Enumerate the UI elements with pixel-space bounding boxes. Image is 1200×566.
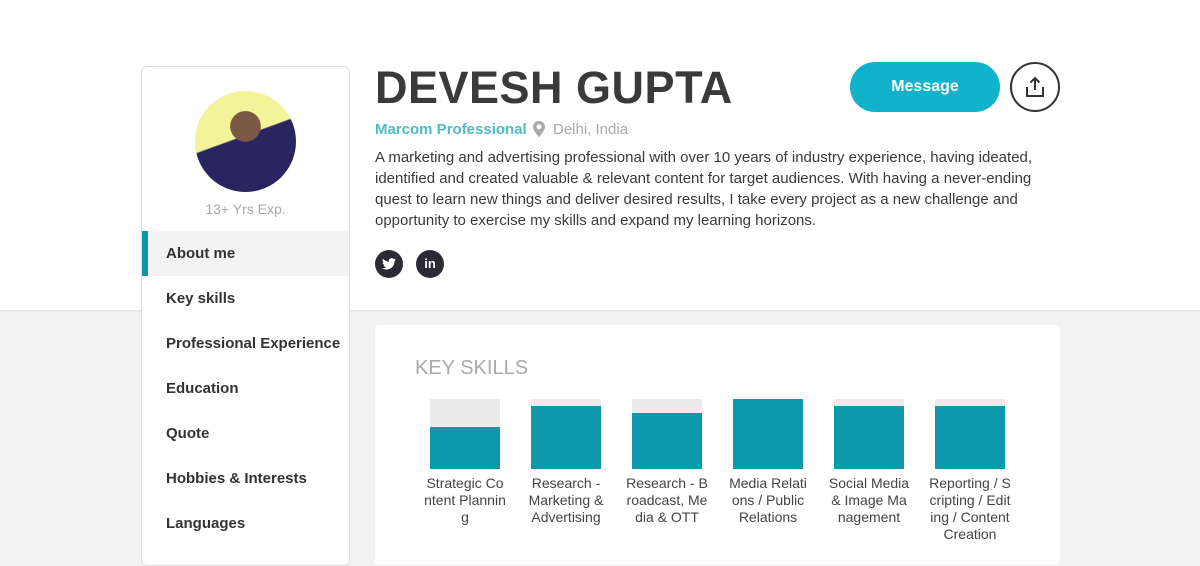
sidebar-item[interactable]: Education — [166, 380, 239, 397]
skill-bar-track — [834, 399, 904, 469]
skill-bar-track — [430, 399, 500, 469]
skill-bar-fill — [935, 406, 1005, 469]
skill-bar-track — [531, 399, 601, 469]
skill-label: Media Relations / Public Relations — [729, 475, 807, 525]
location-pin-icon — [533, 121, 545, 137]
skill-label: Social Media & Image Management — [828, 475, 910, 525]
sidebar-item[interactable]: Hobbies & Interests — [166, 470, 307, 487]
skill-bar-fill — [834, 406, 904, 469]
profile-name: DEVESH GUPTA — [375, 62, 733, 113]
skill-bar-fill — [430, 427, 500, 469]
skill-bar-track — [935, 399, 1005, 469]
share-button[interactable] — [1010, 62, 1060, 112]
profile-role: Marcom Professional — [375, 121, 527, 138]
skill-label: Research - Marketing & Advertising — [528, 475, 604, 525]
avatar — [195, 91, 296, 192]
sidebar-item[interactable]: Quote — [166, 425, 210, 442]
skill-item: Social Media & Image Management — [828, 399, 910, 526]
sidebar-item[interactable]: About me — [142, 231, 349, 276]
twitter-icon[interactable] — [375, 250, 403, 278]
skill-item: Research - Broadcast, Media & OTT — [626, 399, 708, 526]
skill-label: Reporting / Scripting / Editing / Conten… — [929, 475, 1011, 542]
message-button[interactable]: Message — [850, 62, 1000, 112]
skill-bar-fill — [733, 399, 803, 469]
skill-label: Strategic Content Planning — [424, 475, 506, 525]
sidebar-card: 13+ Yrs Exp. About me Key skills Professio… — [141, 66, 350, 566]
linkedin-icon[interactable]: in — [416, 250, 444, 278]
skill-bar-track — [733, 399, 803, 469]
sidebar-nav: About me Key skills Professional Experienc… — [142, 231, 349, 546]
sidebar-item[interactable]: Key skills — [166, 290, 236, 307]
profile-location: Delhi, India — [553, 121, 629, 138]
skill-bar-track — [632, 399, 702, 469]
skill-item: Research - Marketing & Advertising — [525, 399, 607, 526]
key-skills-card: KEY SKILLS Strategic Content Planning Res… — [375, 325, 1060, 565]
skill-bar-fill — [531, 406, 601, 469]
share-icon — [1026, 76, 1044, 97]
skill-item: Media Relations / Public Relations — [727, 399, 809, 526]
skill-bar-fill — [632, 413, 702, 469]
skill-item: Strategic Content Planning — [424, 399, 506, 526]
sidebar-item[interactable]: Languages — [166, 515, 246, 532]
experience-label: 13+ Yrs Exp. — [205, 201, 286, 217]
skill-item: Reporting / Scripting / Editing / Conten… — [929, 399, 1011, 543]
sidebar-item[interactable]: Professional Experience — [166, 335, 341, 352]
skill-label: Research - Broadcast, Media & OTT — [626, 475, 708, 525]
key-skills-title: KEY SKILLS — [415, 357, 529, 379]
profile-bio: A marketing and advertising professional… — [375, 149, 1033, 229]
